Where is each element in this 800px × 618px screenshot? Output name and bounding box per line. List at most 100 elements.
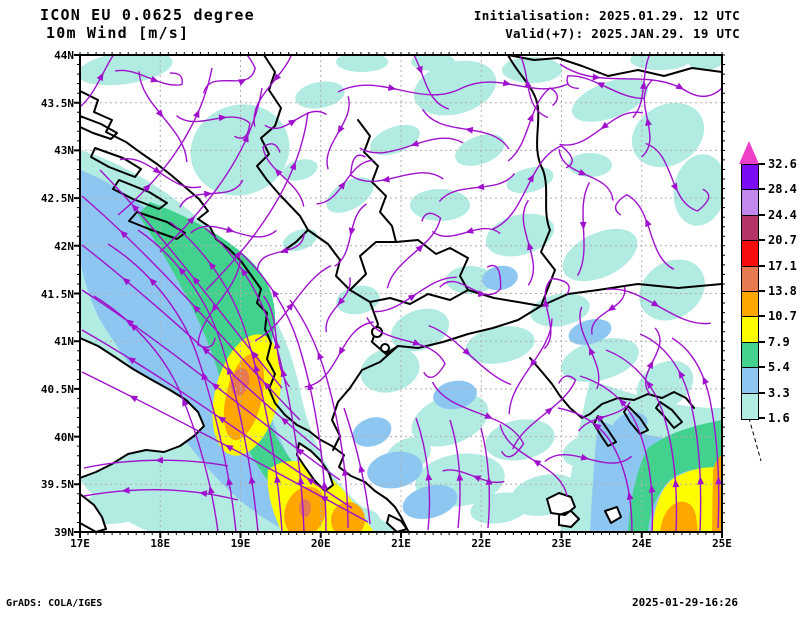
border-bulgaria-greece [540, 283, 722, 307]
graticule-layer [80, 55, 722, 532]
streamline-arrowhead-icon [670, 182, 678, 192]
streamline-arrowhead-icon [192, 276, 201, 285]
streamline-arrowhead-icon [129, 395, 138, 403]
streamline [557, 407, 633, 532]
streamline-arrowhead-icon [462, 347, 471, 356]
streamline-arrowhead-icon [650, 299, 660, 307]
colorbar-segment [742, 165, 758, 191]
streamline [639, 333, 702, 532]
wind-speed-fill-layer [80, 55, 722, 532]
colorbar-tick-label: 28.4 [768, 182, 797, 197]
streamline-arrowhead-icon [465, 227, 474, 234]
streamline [480, 427, 491, 529]
streamline [366, 317, 446, 379]
streamline-arrowhead-icon [381, 175, 390, 183]
streamline-arrowhead-icon [248, 475, 256, 484]
streamline [337, 81, 569, 96]
streamline-arrowhead-icon [592, 73, 601, 81]
streamline-arrowhead-icon [201, 371, 209, 381]
streamline-arrowhead-icon [527, 173, 535, 183]
streamline-arrowhead-icon [476, 183, 485, 191]
streamline-arrowhead-icon [472, 475, 482, 482]
colorbar-segment [742, 368, 758, 394]
colorbar-tick [758, 315, 765, 318]
streamline [169, 221, 283, 532]
lat-tick-label: 44N [54, 49, 74, 62]
streamline [671, 337, 720, 529]
border-danube [507, 55, 722, 77]
streamline-arrowhead-icon [218, 114, 227, 122]
colorbar-segment [742, 241, 758, 267]
colorbar-segment [742, 266, 758, 292]
streamline-arrowhead-icon [626, 491, 634, 501]
streamline-arrowhead-icon [618, 398, 627, 407]
streamline [83, 488, 239, 501]
colorbar [741, 164, 759, 420]
streamline [107, 243, 237, 532]
streamline-arrowhead-icon [502, 79, 512, 87]
streamline-arrowhead-icon [484, 412, 493, 419]
greek-islets [546, 492, 622, 528]
streamline [566, 75, 646, 99]
lat-tick-label: 40N [54, 430, 74, 444]
streamline-arrowhead-icon [338, 346, 346, 356]
streamline [176, 115, 251, 139]
streamline-arrowhead-icon [237, 79, 247, 86]
streamline [81, 244, 323, 453]
streamline [439, 264, 502, 296]
streamline-arrowhead-icon [208, 261, 217, 271]
border-albania-macedonia [369, 301, 399, 355]
streamline-arrowhead-icon [155, 109, 164, 118]
streamline-arrowhead-icon [341, 467, 349, 476]
streamline [289, 299, 349, 529]
colorbar-tick [758, 391, 765, 394]
streamline-arrowhead-icon [697, 476, 705, 485]
colorbar-tail [748, 417, 762, 462]
streamline-arrowhead-icon [119, 230, 129, 239]
streamline [350, 154, 444, 182]
streamline-arrowhead-icon [178, 266, 187, 276]
streamline-arrowhead-icon [321, 480, 329, 490]
streamline-arrowhead-icon [289, 161, 297, 171]
streamline-arrowhead-icon [274, 474, 281, 484]
streamline [579, 375, 654, 532]
lat-tick-label: 42.5N [40, 192, 74, 206]
streamline-arrowhead-icon [224, 444, 234, 452]
streamline-arrowhead-icon [593, 423, 602, 431]
init-time-label: Initialisation: 2025.01.29. 12 UTC [473, 8, 740, 23]
streamline-arrowhead-icon [152, 166, 162, 174]
colorbar-segment [742, 342, 758, 369]
lake-prespa [380, 343, 390, 353]
colorbar-tick [758, 163, 765, 165]
valid-time-label: Valid(+7): 2025.JAN.29. 19 UTC [505, 26, 740, 41]
streamline-arrowhead-icon [338, 181, 346, 190]
colorbar-tick-label: 5.4 [768, 360, 790, 375]
streamline-arrowhead-icon [154, 456, 163, 464]
streamline [614, 193, 675, 270]
streamline [203, 55, 256, 94]
streamline-arrowhead-icon [675, 82, 685, 90]
streamline-arrowhead-icon [287, 119, 297, 127]
colorbar-tick-label: 17.1 [768, 258, 797, 273]
streamline-arrowhead-icon [306, 477, 315, 485]
streamline [262, 143, 305, 207]
streamline-arrowhead-icon [477, 290, 487, 298]
streamline-arrowhead-icon [208, 485, 215, 495]
lat-tick-label: 42N [54, 239, 74, 253]
lat-tick-label: 43N [54, 144, 74, 158]
colorbar-tick [758, 213, 765, 216]
streamline-arrowhead-icon [358, 464, 366, 473]
streamline-arrowhead-icon [412, 339, 422, 346]
border-macedonia-greece [397, 305, 542, 349]
grads-credit: GrADS: COLA/IGES [6, 598, 103, 609]
streamline-arrowhead-icon [337, 297, 346, 306]
streamline-arrowhead-icon [337, 125, 345, 134]
streamline [115, 69, 183, 86]
streamline-arrowhead-icon [127, 357, 137, 365]
streamline-layer [80, 55, 722, 532]
colorbar-tick-label: 10.7 [768, 309, 797, 324]
streamline-arrowhead-icon [273, 340, 281, 349]
lon-tick-label: 24E [631, 537, 652, 550]
